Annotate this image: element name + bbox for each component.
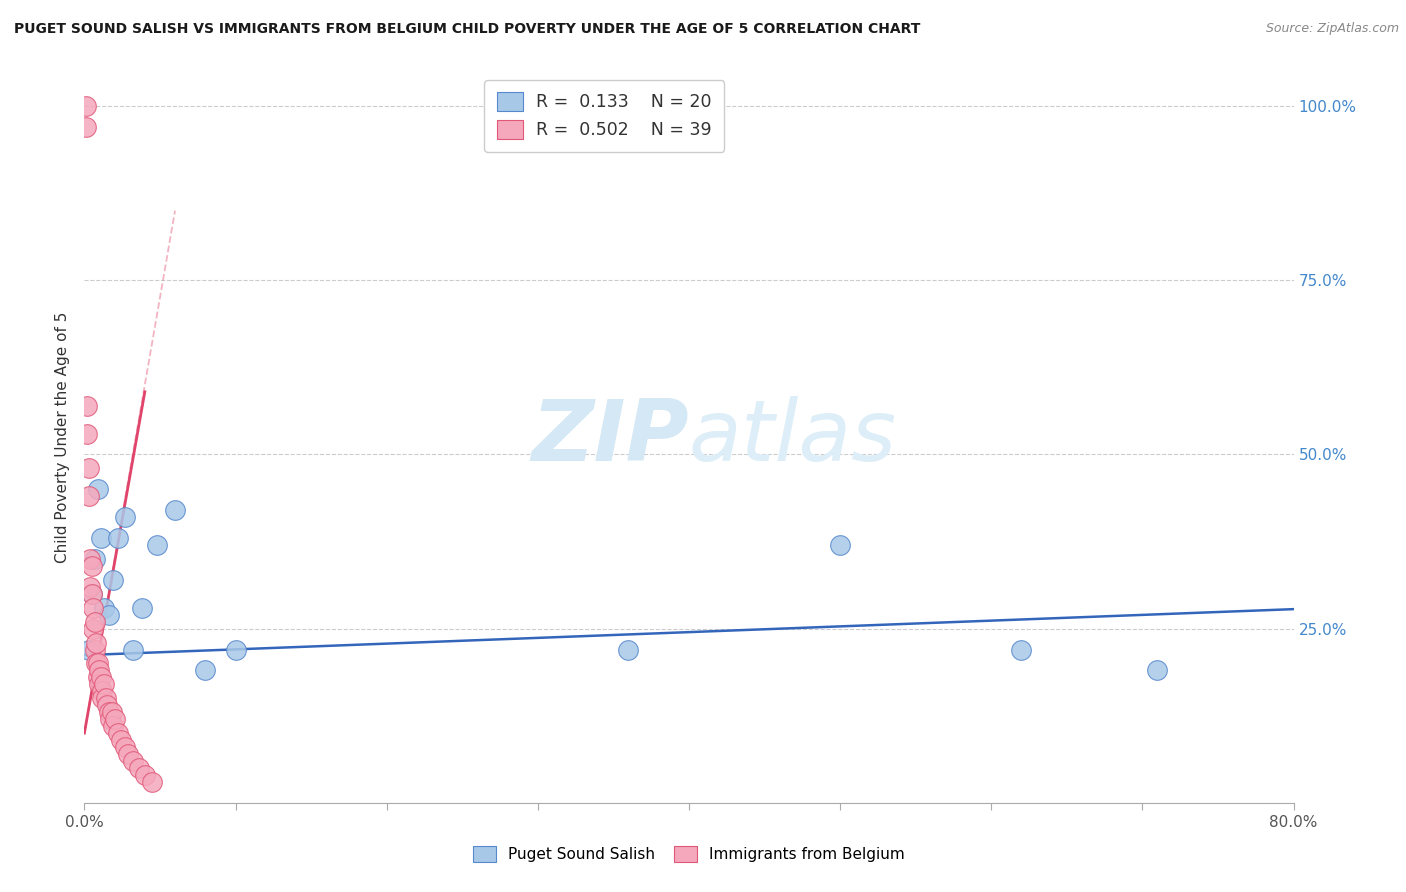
Point (84, 552, 107, 566)
Point (79, 552, 101, 566)
Point (107, 531, 129, 545)
Text: ZIP: ZIP (531, 395, 689, 479)
Point (82, 622, 104, 636)
Point (121, 754, 143, 768)
Point (134, 768, 156, 782)
Point (80, 587, 103, 601)
Point (84, 642, 107, 657)
Point (97, 705, 120, 719)
Point (82, 600, 104, 615)
Text: Source: ZipAtlas.com: Source: ZipAtlas.com (1265, 22, 1399, 36)
Point (80, 558, 103, 573)
Point (1146, 664, 1168, 678)
Point (617, 642, 640, 657)
Text: PUGET SOUND SALISH VS IMMIGRANTS FROM BELGIUM CHILD POVERTY UNDER THE AGE OF 5 C: PUGET SOUND SALISH VS IMMIGRANTS FROM BE… (14, 22, 921, 37)
Point (89, 677, 111, 691)
Point (89, 664, 111, 678)
Point (90, 531, 112, 545)
Point (830, 538, 852, 552)
Point (75, 99, 97, 113)
Point (76, 426, 98, 441)
Legend: Puget Sound Salish, Immigrants from Belgium: Puget Sound Salish, Immigrants from Belg… (467, 839, 911, 868)
Point (97, 607, 120, 622)
Point (77, 642, 100, 657)
Point (87, 657, 110, 671)
Point (104, 712, 127, 726)
Point (165, 503, 187, 517)
Point (107, 726, 129, 740)
Point (90, 670, 112, 684)
Text: atlas: atlas (689, 395, 897, 479)
Point (87, 670, 110, 684)
Point (146, 538, 169, 552)
Point (77, 489, 100, 503)
Point (1011, 642, 1033, 657)
Point (87, 483, 110, 497)
Point (91, 684, 114, 698)
Point (225, 642, 247, 657)
Point (91, 691, 114, 706)
Point (84, 615, 107, 629)
Point (114, 510, 136, 524)
Y-axis label: Child Poverty Under the Age of 5: Child Poverty Under the Age of 5 (55, 311, 70, 563)
Point (86, 635, 108, 649)
Point (131, 600, 153, 615)
Point (100, 705, 122, 719)
Point (98, 712, 121, 726)
Point (80, 587, 103, 601)
Point (86, 657, 108, 671)
Point (114, 740, 136, 755)
Point (79, 580, 101, 594)
Point (93, 600, 115, 615)
Point (76, 399, 98, 413)
Point (77, 461, 100, 475)
Point (128, 761, 150, 775)
Point (101, 719, 124, 733)
Point (121, 642, 143, 657)
Point (117, 747, 139, 761)
Point (141, 775, 163, 789)
Point (96, 698, 118, 713)
Point (194, 664, 217, 678)
Point (101, 573, 124, 587)
Point (110, 733, 132, 747)
Point (94, 691, 117, 706)
Point (75, 120, 97, 134)
Point (93, 677, 115, 691)
